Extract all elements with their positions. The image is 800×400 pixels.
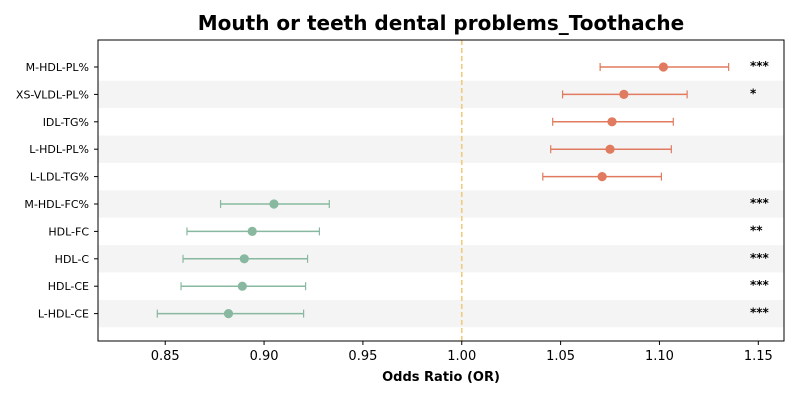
significance-label: *** <box>750 196 770 210</box>
or-point <box>607 117 617 127</box>
x-axis-label: Odds Ratio (OR) <box>382 370 500 385</box>
or-point <box>619 89 629 99</box>
significance-labels: ****************** <box>750 59 770 320</box>
y-tick-label: L-HDL-CE <box>38 308 89 321</box>
y-tick-label: HDL-CE <box>48 280 89 293</box>
y-tick-label: L-LDL-TG% <box>30 171 89 184</box>
plot-frame <box>97 39 785 342</box>
significance-label: *** <box>750 59 770 73</box>
y-tick-label: HDL-C <box>55 253 90 266</box>
significance-label: *** <box>750 306 770 320</box>
or-point <box>605 144 615 154</box>
x-tick-label: 0.95 <box>348 349 377 364</box>
x-tick-label: 0.85 <box>151 349 180 364</box>
row-band <box>98 190 784 218</box>
y-tick-label: L-HDL-PL% <box>29 143 89 156</box>
row-band <box>98 135 784 163</box>
y-tick-label: M-HDL-FC% <box>24 198 89 211</box>
x-axis: 0.85 0.90 0.95 1.00 1.05 1.10 1.15 <box>151 341 773 364</box>
y-tick-label: M-HDL-PL% <box>26 61 89 74</box>
or-point <box>237 281 247 291</box>
x-tick-label: 1.05 <box>546 349 575 364</box>
significance-label: *** <box>750 278 770 292</box>
x-tick-label: 1.15 <box>744 349 773 364</box>
x-tick-label: 1.00 <box>447 349 476 364</box>
y-tick-label: IDL-TG% <box>43 116 89 129</box>
y-tick-label: XS-VLDL-PL% <box>16 88 89 101</box>
or-point <box>247 226 257 236</box>
or-point <box>658 62 669 72</box>
data-marks <box>156 62 730 319</box>
significance-label: *** <box>750 251 770 265</box>
or-point <box>597 172 607 182</box>
row-bands <box>98 80 784 328</box>
significance-label: * <box>750 86 757 100</box>
x-tick-label: 1.10 <box>645 349 674 364</box>
y-axis: M-HDL-PL% XS-VLDL-PL% IDL-TG% L-HDL-PL% L-LD… <box>16 61 98 321</box>
significance-label: ** <box>750 223 763 237</box>
y-tick-label: HDL-FC <box>48 225 89 238</box>
x-tick-label: 0.90 <box>250 349 279 364</box>
or-point <box>239 254 249 264</box>
chart-title: Mouth or teeth dental problems_Toothache <box>198 11 684 35</box>
or-point <box>269 199 279 209</box>
or-point <box>223 309 234 319</box>
